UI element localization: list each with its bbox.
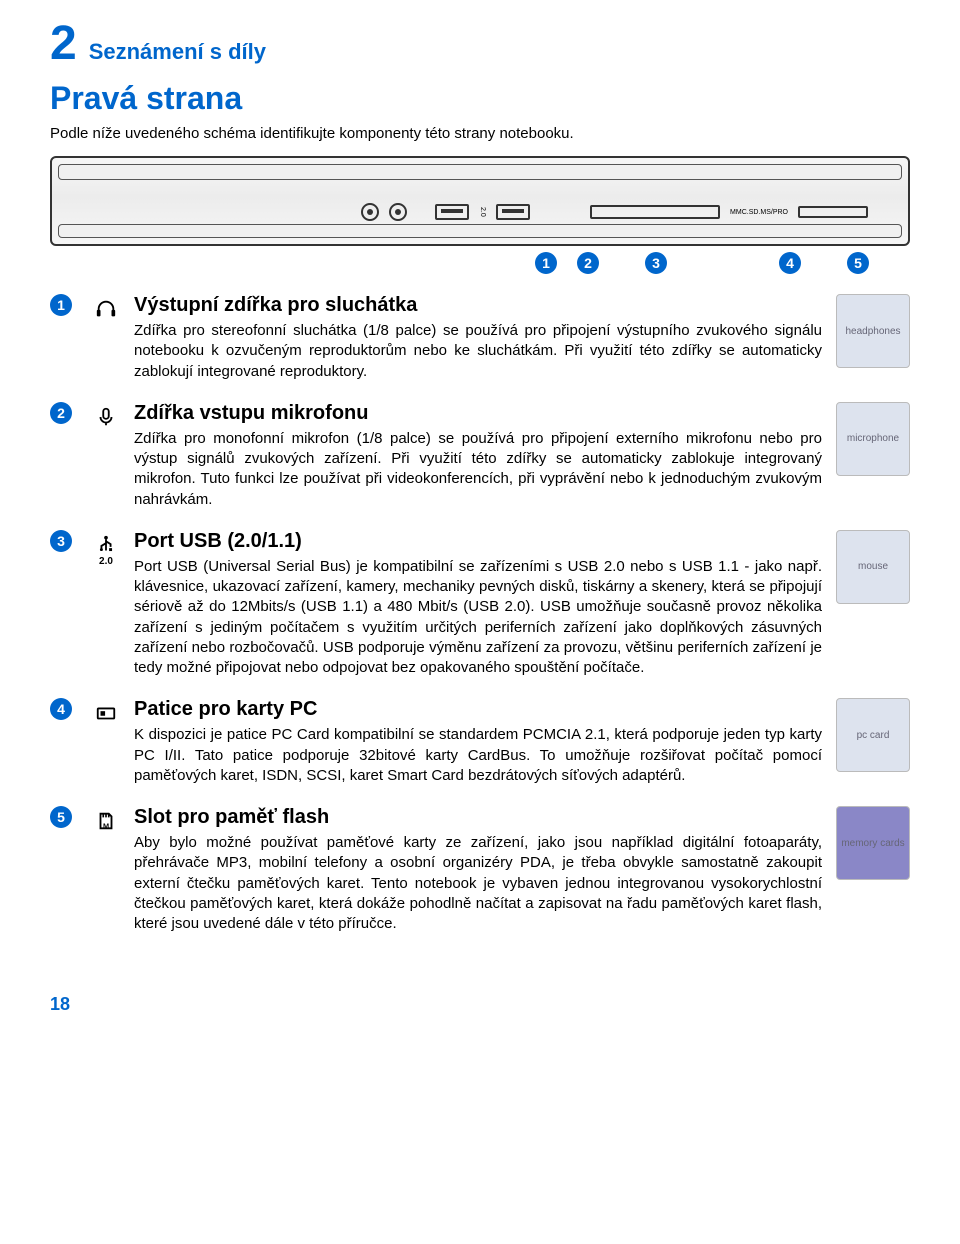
page-number: 18 <box>50 994 910 1015</box>
usb-icon <box>95 534 117 556</box>
chapter-header: 2 Seznámení s díly <box>50 20 910 68</box>
callout-5: 5 <box>847 252 869 274</box>
memcard-icon <box>95 810 117 832</box>
item-4-title: Patice pro karty PC <box>134 698 822 721</box>
item-5: 5 Slot pro paměť flash Aby bylo možné po… <box>50 806 910 934</box>
pccard-slot <box>590 205 720 219</box>
item-3-title: Port USB (2.0/1.1) <box>134 530 822 553</box>
ports-row: 2.0 MMC.SD.MS/PRO <box>52 194 908 230</box>
item-5-image: memory cards <box>836 806 910 880</box>
item-2-body: Zdířka pro monofonní mikrofon (1/8 palce… <box>134 429 822 510</box>
item-1-title: Výstupní zdířka pro sluchátka <box>134 294 822 317</box>
item-3-image: mouse <box>836 530 910 604</box>
side-diagram: 2.0 MMC.SD.MS/PRO 1 2 3 4 5 <box>50 156 910 274</box>
item-4-body: K dispozici je patice PC Card kompatibil… <box>134 725 822 786</box>
item-5-number: 5 <box>50 806 72 828</box>
memcard-slot <box>798 206 868 218</box>
item-4-number: 4 <box>50 698 72 720</box>
item-1: 1 Výstupní zdířka pro sluchátka Zdířka p… <box>50 294 910 382</box>
item-1-body: Zdířka pro stereofonní sluchátka (1/8 pa… <box>134 321 822 382</box>
callout-4: 4 <box>779 252 801 274</box>
headphone-jack <box>361 203 379 221</box>
section-title: Pravá strana <box>50 80 910 117</box>
memcard-label: MMC.SD.MS/PRO <box>730 209 788 216</box>
chapter-title: Seznámení s díly <box>89 39 266 65</box>
item-5-title: Slot pro paměť flash <box>134 806 822 829</box>
usb-icon-sub: 2.0 <box>99 556 113 567</box>
usb-label: 2.0 <box>479 207 486 217</box>
section-intro: Podle níže uvedeného schéma identifikujt… <box>50 125 910 142</box>
callout-1: 1 <box>535 252 557 274</box>
callout-2: 2 <box>577 252 599 274</box>
item-1-number: 1 <box>50 294 72 316</box>
pccard-icon <box>95 702 117 724</box>
item-3-body: Port USB (Universal Serial Bus) je kompa… <box>134 557 822 679</box>
item-4: 4 Patice pro karty PC K dispozici je pat… <box>50 698 910 786</box>
callout-3: 3 <box>645 252 667 274</box>
chapter-number: 2 <box>50 20 77 68</box>
microphone-icon <box>95 406 117 428</box>
item-2-image: microphone <box>836 402 910 476</box>
item-5-body: Aby bylo možné používat paměťové karty z… <box>134 833 822 934</box>
item-2: 2 Zdířka vstupu mikrofonu Zdířka pro mon… <box>50 402 910 510</box>
item-3-number: 3 <box>50 530 72 552</box>
laptop-outline: 2.0 MMC.SD.MS/PRO <box>50 156 910 246</box>
callout-numbers: 1 2 3 4 5 <box>50 252 910 274</box>
usb-port-2 <box>496 204 530 220</box>
item-2-title: Zdířka vstupu mikrofonu <box>134 402 822 425</box>
item-3: 3 2.0 Port USB (2.0/1.1) Port USB (Unive… <box>50 530 910 679</box>
microphone-jack <box>389 203 407 221</box>
headphone-icon <box>95 298 117 320</box>
item-1-image: headphones <box>836 294 910 368</box>
item-4-image: pc card <box>836 698 910 772</box>
item-2-number: 2 <box>50 402 72 424</box>
usb-port-1 <box>435 204 469 220</box>
